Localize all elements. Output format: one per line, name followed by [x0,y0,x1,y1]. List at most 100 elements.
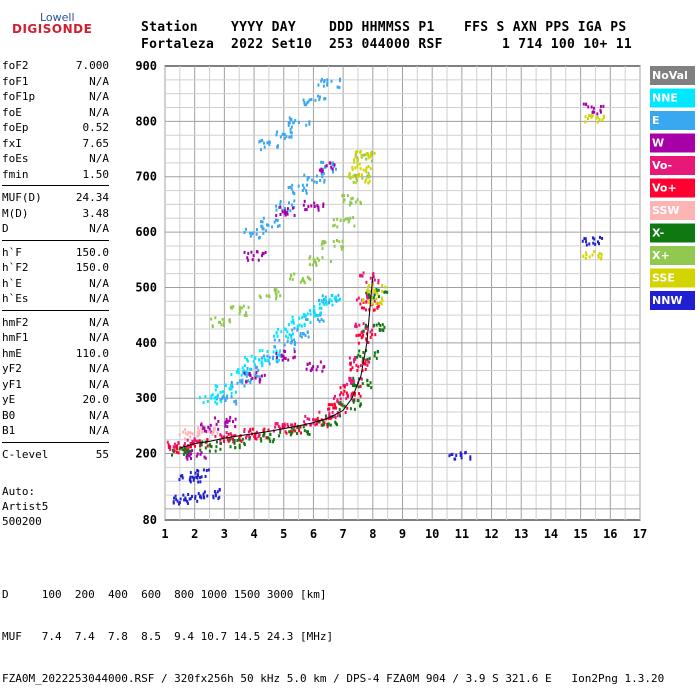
echo-point [343,385,346,389]
param-row: foE N/A [2,105,109,121]
echo-point [238,379,241,383]
echo-point [212,429,215,433]
echo-point [356,368,359,372]
echo-point [341,245,344,249]
param-row: h`Es N/A [2,291,109,307]
param-row: B1 N/A [2,423,109,439]
echo-point [219,390,222,394]
echo-point [290,135,293,139]
echo-point [305,317,308,321]
echo-point [245,436,248,440]
echo-point [221,317,224,321]
echo-point [321,256,324,260]
echo-point [167,443,170,447]
echo-point [377,302,380,306]
echo-point [359,404,362,408]
param-row: B0 N/A [2,408,109,424]
echo-point [355,176,358,180]
param-name: hmF2 [2,315,29,329]
echo-point [302,98,305,102]
echo-point [361,176,364,180]
echo-point [599,110,602,114]
legend-swatch-x [650,246,695,265]
echo-point [318,298,321,302]
echo-point [325,164,328,168]
echo-point [276,421,279,425]
echo-point [323,165,326,169]
echo-point [286,212,289,216]
echo-point [230,372,233,376]
echo-point [267,436,270,440]
echo-point [338,408,341,412]
param-name: C-level [2,447,49,461]
echo-point [349,200,352,204]
echo-point [361,299,364,303]
echo-point [332,161,335,165]
echo-point [369,381,372,385]
echo-point [357,333,360,337]
echo-point [184,437,187,441]
echo-point [250,354,253,358]
param-name: fmin [2,167,29,181]
echo-point [322,301,325,305]
echo-point [370,159,373,163]
echo-point [278,434,281,438]
echo-point [262,252,265,256]
echo-point [284,356,287,360]
echo-point [257,258,260,262]
echo-point [308,432,311,436]
echo-point [307,335,310,339]
echo-point [279,205,282,209]
echo-point [310,204,313,208]
echo-point [214,384,217,388]
echo-point [355,363,358,367]
echo-point [168,446,171,450]
param-value: 20.0 [82,393,110,406]
echo-point [357,341,360,345]
echo-point [196,468,199,472]
echo-point [330,165,333,169]
echo-point [203,455,206,459]
echo-point [245,434,248,438]
echo-point [339,400,342,404]
x-tick-label: 8 [369,527,376,541]
echo-point [365,152,368,156]
echo-point [235,370,238,374]
echo-point [196,434,199,438]
echo-point [327,407,330,411]
echo-point [245,380,248,384]
echo-point [362,333,365,337]
param-value: N/A [89,276,109,290]
param-name: fxI [2,136,22,150]
echo-point [460,456,463,460]
echo-point [366,325,369,329]
echo-point [302,279,305,283]
echo-point [320,242,323,246]
echo-point [290,431,293,435]
echo-point [265,294,268,298]
echo-point [306,432,309,436]
echo-point [189,445,192,449]
echo-point [208,443,211,447]
echo-point [279,135,282,139]
echo-point [275,288,278,292]
echo-point [348,376,351,380]
param-value: N/A [89,315,109,329]
echo-point [339,397,342,401]
echo-point [200,451,203,455]
echo-point [243,364,246,368]
echo-point [333,402,336,406]
echo-point [199,480,202,484]
param-row: yF2 N/A [2,361,109,377]
header-label-params: FFS S AXN PPS IGA PS [464,20,627,35]
echo-point [343,218,346,222]
param-separator [2,185,109,186]
echo-point [234,425,237,429]
auto-version: 500200 [2,515,42,528]
echo-point [333,394,336,398]
echo-point [199,444,202,448]
echo-point [587,105,590,109]
echo-point [321,294,324,298]
echo-point [314,98,317,102]
echo-point [328,414,331,418]
